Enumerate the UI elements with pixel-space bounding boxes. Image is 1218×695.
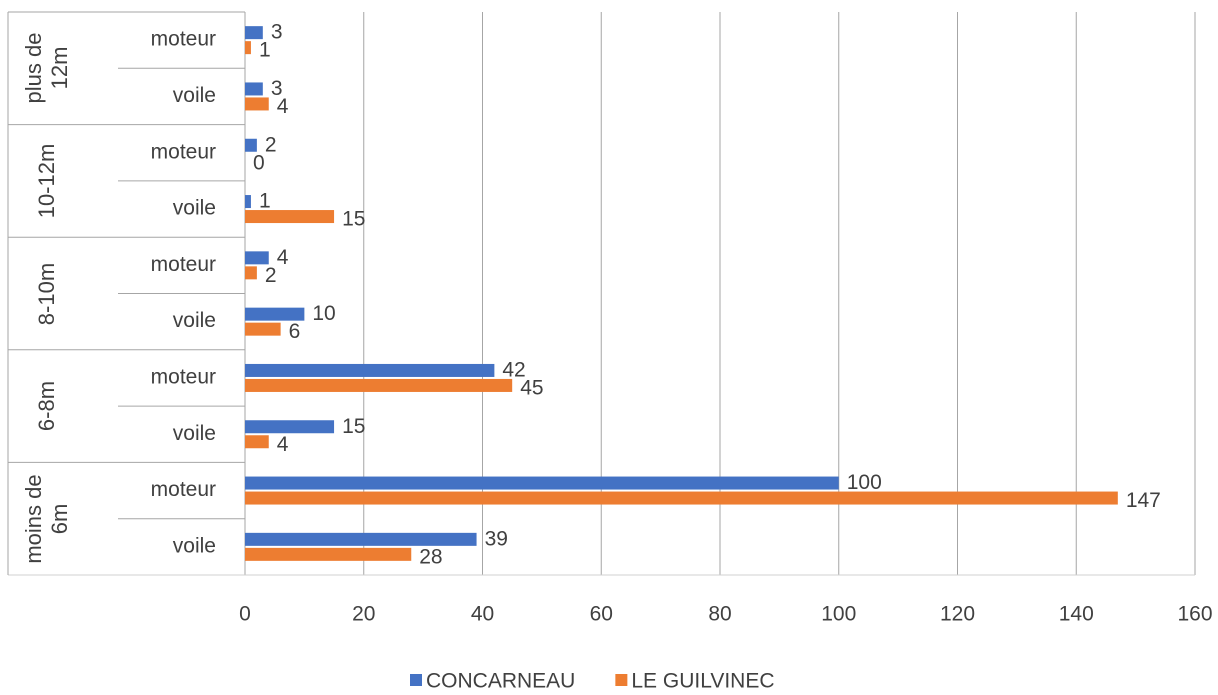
legend-label: LE GUILVINEC xyxy=(631,670,774,693)
data-label: 147 xyxy=(1126,489,1161,512)
y-tick-label: voile xyxy=(173,84,216,107)
group-label: moins de 6m xyxy=(21,474,72,564)
bar xyxy=(245,138,257,152)
bar xyxy=(245,532,477,546)
group-label: 8-10m xyxy=(34,262,59,325)
bar xyxy=(245,195,251,209)
y-tick-label: voile xyxy=(173,422,216,445)
data-label: 4 xyxy=(277,433,289,456)
y-tick-label: moteur xyxy=(151,478,216,501)
bar xyxy=(245,363,495,377)
y-tick-label: voile xyxy=(173,534,216,557)
legend-label: CONCARNEAU xyxy=(426,670,575,693)
bar xyxy=(245,322,281,336)
bar xyxy=(245,420,335,434)
bar xyxy=(245,266,257,280)
bar xyxy=(245,476,839,490)
data-label: 10 xyxy=(312,302,335,325)
group-label: 10-12m xyxy=(34,143,59,219)
bar xyxy=(245,97,269,111)
x-tick-label: 20 xyxy=(352,603,375,626)
data-label: 6 xyxy=(289,320,301,343)
bar xyxy=(245,307,305,321)
y-tick-label: voile xyxy=(173,309,216,332)
data-label: 15 xyxy=(342,415,365,438)
bar xyxy=(245,378,513,392)
y-tick-label: moteur xyxy=(151,140,216,163)
data-label: 0 xyxy=(253,151,265,174)
group-label: 6-8m xyxy=(34,381,59,432)
legend-swatch xyxy=(410,674,422,686)
y-tick-label: moteur xyxy=(151,365,216,388)
x-tick-label: 140 xyxy=(1059,603,1094,626)
y-tick-label: moteur xyxy=(151,28,216,51)
data-label: 42 xyxy=(502,358,525,381)
data-label: 39 xyxy=(485,527,508,550)
data-label: 4 xyxy=(277,95,289,118)
data-label: 2 xyxy=(265,264,277,287)
data-label: 45 xyxy=(520,376,543,399)
legend-swatch xyxy=(615,674,628,686)
data-label: 1 xyxy=(259,39,271,62)
group-label: plus de 12m xyxy=(21,32,72,104)
data-label: 100 xyxy=(847,471,882,494)
data-label: 4 xyxy=(277,246,289,269)
bar xyxy=(245,82,263,96)
data-label: 1 xyxy=(259,190,271,213)
x-tick-label: 0 xyxy=(239,603,251,626)
y-tick-label: voile xyxy=(173,197,216,220)
x-tick-label: 60 xyxy=(590,603,613,626)
bar xyxy=(245,41,251,55)
bar xyxy=(245,26,263,40)
x-tick-label: 100 xyxy=(821,603,856,626)
data-label: 2 xyxy=(265,133,277,156)
data-label: 3 xyxy=(271,77,283,100)
y-tick-label: moteur xyxy=(151,253,216,276)
x-tick-label: 80 xyxy=(708,603,731,626)
bar xyxy=(245,435,269,449)
x-tick-label: 160 xyxy=(1177,603,1212,626)
data-label: 3 xyxy=(271,21,283,44)
data-label: 28 xyxy=(419,545,442,568)
x-tick-label: 40 xyxy=(471,603,494,626)
bar xyxy=(245,491,1118,505)
data-label: 15 xyxy=(342,208,365,231)
x-tick-label: 120 xyxy=(940,603,975,626)
bar xyxy=(245,210,335,224)
bar xyxy=(245,547,412,561)
bar xyxy=(245,251,269,265)
